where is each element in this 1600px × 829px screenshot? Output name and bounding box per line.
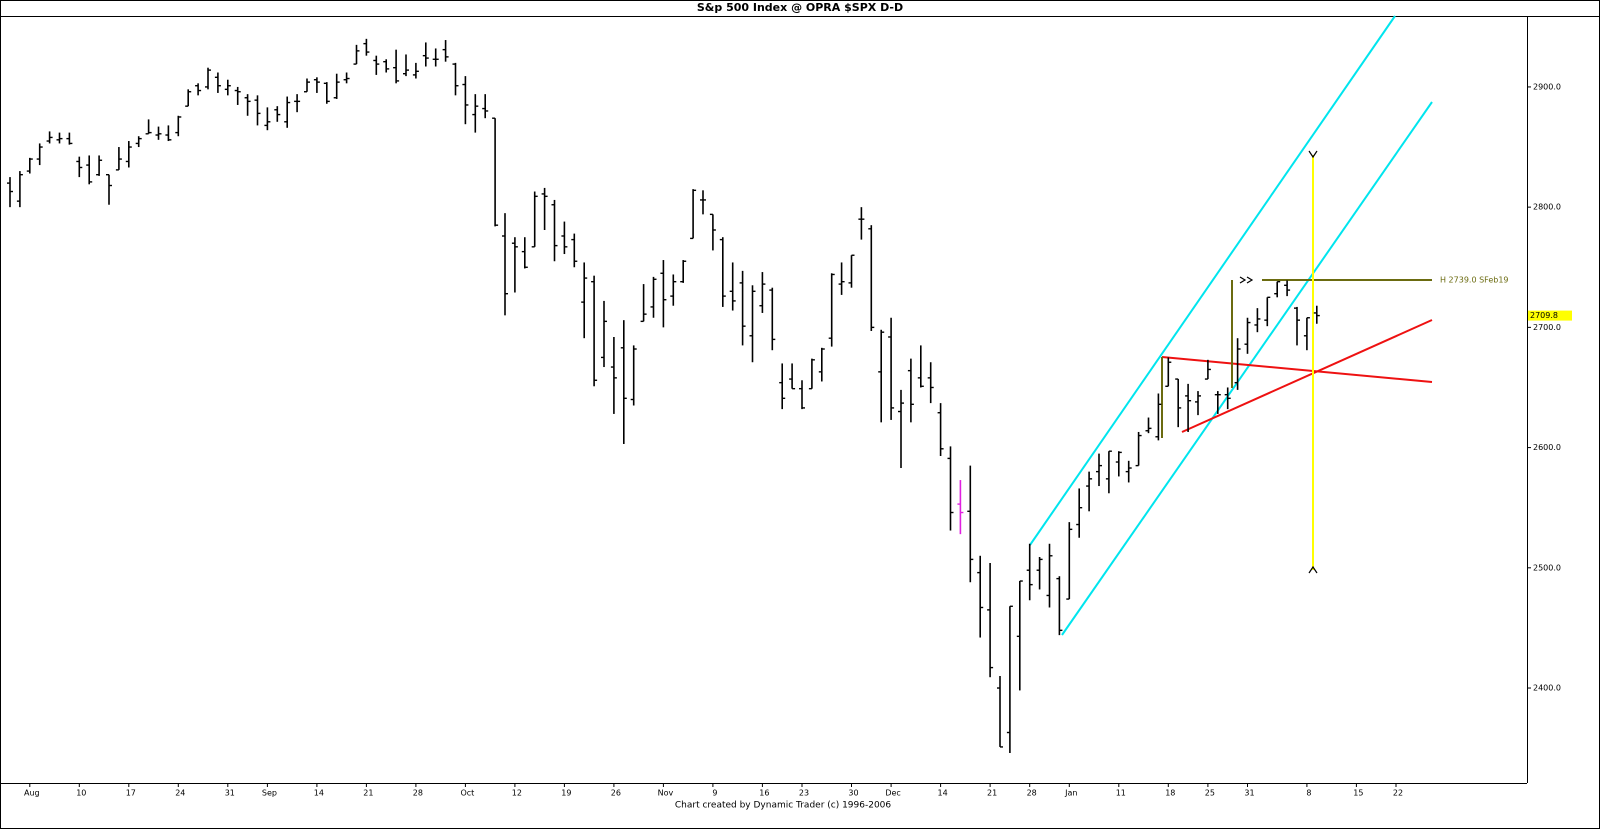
x-tick-label: 11 (1116, 789, 1126, 798)
x-tick-label: Sep (262, 789, 277, 798)
x-tick-label: 17 (126, 789, 136, 798)
x-tick-label: 14 (314, 789, 324, 798)
channel-line (1061, 101, 1433, 636)
x-tick-label: 21 (363, 789, 373, 798)
x-tick-label: 16 (759, 789, 769, 798)
y-tick-label: 2800.0 (1533, 203, 1561, 212)
x-tick-label: 18 (1165, 789, 1175, 798)
price-tag (1528, 310, 1572, 321)
x-tick-label: 28 (413, 789, 423, 798)
x-tick-label: 21 (987, 789, 997, 798)
y-tick-label: 2900.0 (1533, 82, 1561, 91)
arrows (1239, 150, 1318, 574)
x-tick-label: Jan (1064, 789, 1077, 798)
channel-line (1029, 15, 1396, 546)
x-tick-label: 30 (848, 789, 858, 798)
x-tick-label: Oct (460, 789, 474, 798)
y-tick-label: 2600.0 (1533, 443, 1561, 452)
price-tag-label: 2709.8 (1530, 311, 1558, 320)
x-tick-label: 25 (1205, 789, 1215, 798)
x-tick-label: Nov (658, 789, 674, 798)
x-tick-label: 15 (1353, 789, 1363, 798)
drawings (1029, 15, 1433, 636)
y-tick-label: 2500.0 (1533, 563, 1561, 572)
x-tick-label: 19 (561, 789, 571, 798)
y-tick-label: 2700.0 (1533, 323, 1561, 332)
high-annotation: H 2739.0 SFeb19 (1440, 276, 1509, 285)
x-tick-label: 8 (1306, 789, 1311, 798)
x-tick-label: 14 (938, 789, 948, 798)
x-tick-label: 31 (1244, 789, 1254, 798)
trend-line (1161, 356, 1433, 383)
x-tick-label: 26 (611, 789, 621, 798)
chart-title: S&p 500 Index @ OPRA $SPX D-D (697, 1, 903, 14)
x-tick-label: 24 (175, 789, 185, 798)
x-tick-label: 23 (799, 789, 809, 798)
x-tick-label: 22 (1393, 789, 1403, 798)
bars (7, 38, 1320, 753)
x-tick-label: 9 (712, 789, 717, 798)
trend-line (1181, 319, 1433, 433)
x-tick-label: Dec (885, 789, 900, 798)
x-tick-label: Aug (24, 789, 40, 798)
x-tick-label: 10 (76, 789, 86, 798)
footer: Chart created by Dynamic Trader (c) 1996… (675, 801, 892, 811)
x-tick-label: 28 (1027, 789, 1037, 798)
x-tick-label: 12 (512, 789, 522, 798)
y-tick-label: 2400.0 (1533, 684, 1561, 693)
x-tick-label: 31 (225, 789, 235, 798)
